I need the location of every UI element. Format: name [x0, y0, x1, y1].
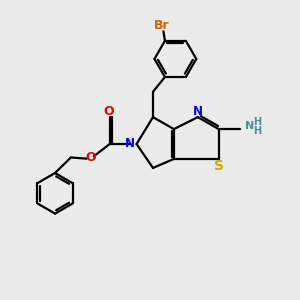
Text: N: N — [194, 105, 203, 118]
Text: H: H — [253, 126, 261, 136]
Text: N: N — [125, 137, 135, 150]
Text: O: O — [104, 105, 114, 118]
Text: Br: Br — [154, 20, 170, 32]
Text: O: O — [85, 151, 96, 164]
Text: H: H — [253, 117, 261, 127]
Text: N: N — [245, 121, 254, 130]
Text: S: S — [214, 158, 224, 172]
